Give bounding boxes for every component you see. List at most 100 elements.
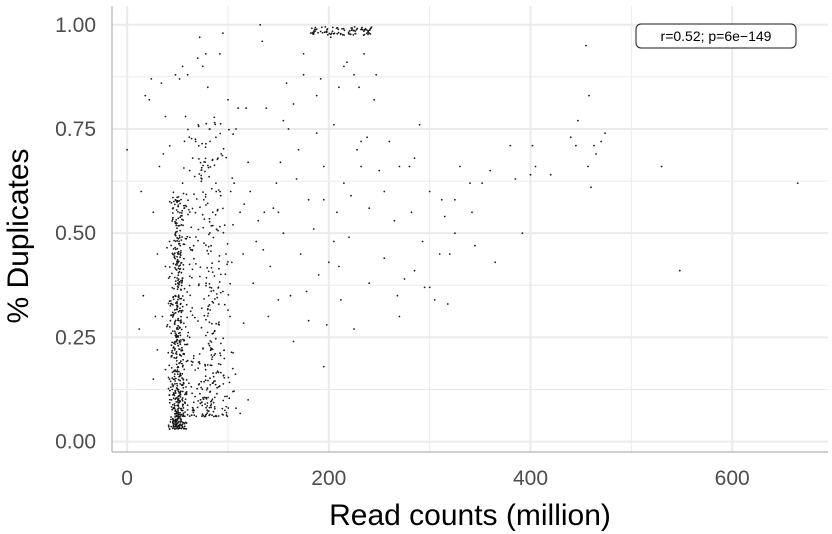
data-point xyxy=(191,276,193,279)
data-point xyxy=(184,393,186,396)
data-point xyxy=(469,182,471,185)
data-point xyxy=(172,427,174,430)
data-point xyxy=(166,246,168,249)
data-point xyxy=(173,276,176,279)
data-point xyxy=(494,261,497,264)
data-point xyxy=(172,397,175,400)
data-point xyxy=(223,357,226,360)
data-point xyxy=(173,378,176,381)
data-point xyxy=(210,266,213,269)
data-point xyxy=(219,190,222,193)
data-point xyxy=(161,315,164,318)
data-point xyxy=(177,324,180,327)
data-point xyxy=(185,393,188,396)
data-point xyxy=(173,239,176,242)
data-point xyxy=(398,165,401,168)
data-point xyxy=(173,403,176,405)
data-point xyxy=(192,357,195,360)
data-point xyxy=(205,389,208,391)
data-points xyxy=(126,23,799,430)
data-point xyxy=(171,403,174,406)
data-point xyxy=(178,370,180,373)
data-point xyxy=(181,349,184,352)
data-point xyxy=(223,224,226,227)
data-point xyxy=(181,397,184,399)
y-tick-labels: 0.00 0.25 0.50 0.75 1.00 xyxy=(55,14,96,454)
data-point xyxy=(325,324,328,326)
data-point xyxy=(186,316,189,319)
data-point xyxy=(188,382,190,385)
data-point xyxy=(201,65,204,68)
data-point xyxy=(172,216,174,219)
data-point xyxy=(275,182,278,185)
data-point xyxy=(171,272,173,275)
data-point xyxy=(186,404,189,406)
data-point xyxy=(170,202,173,204)
data-point xyxy=(172,418,174,421)
data-point xyxy=(184,392,187,394)
data-point xyxy=(210,290,213,293)
data-point xyxy=(210,400,212,403)
data-point xyxy=(198,36,201,39)
data-point xyxy=(200,180,203,183)
data-point xyxy=(353,73,355,76)
correlation-annotation: r=0.52; p=6e−149 xyxy=(635,23,797,49)
data-point xyxy=(218,323,221,326)
data-point xyxy=(325,31,328,34)
data-point xyxy=(173,404,176,407)
data-point xyxy=(167,302,170,305)
data-point xyxy=(171,330,174,332)
data-point xyxy=(170,425,173,428)
data-point xyxy=(305,290,308,293)
data-point xyxy=(213,407,216,410)
data-point xyxy=(192,244,195,247)
data-point xyxy=(177,388,180,391)
data-point xyxy=(169,319,172,322)
data-point xyxy=(196,387,199,390)
data-point xyxy=(269,265,272,268)
data-point xyxy=(182,403,185,406)
data-point xyxy=(235,407,237,410)
data-point xyxy=(320,26,323,29)
data-point xyxy=(249,190,252,193)
data-point xyxy=(200,174,203,177)
data-point xyxy=(174,392,177,394)
data-point xyxy=(213,354,216,357)
data-point xyxy=(184,411,187,413)
data-point xyxy=(192,408,195,411)
data-point xyxy=(360,28,363,30)
data-point xyxy=(179,372,182,375)
data-point xyxy=(203,218,206,221)
data-point xyxy=(182,358,185,361)
data-point xyxy=(352,34,355,36)
data-point xyxy=(211,271,214,273)
data-point xyxy=(212,410,215,413)
data-point xyxy=(354,30,357,32)
data-point xyxy=(209,377,211,380)
data-point xyxy=(171,286,174,289)
data-point xyxy=(189,246,191,249)
data-point xyxy=(175,268,177,271)
data-point xyxy=(179,267,182,270)
data-point xyxy=(204,379,207,382)
data-point xyxy=(215,182,217,185)
data-point xyxy=(172,196,174,199)
data-point xyxy=(174,347,176,350)
data-point xyxy=(220,153,223,155)
data-point xyxy=(227,261,229,263)
data-point xyxy=(214,337,217,340)
data-point xyxy=(225,253,227,255)
data-point xyxy=(174,377,177,380)
data-point xyxy=(289,294,292,297)
data-point xyxy=(222,32,224,34)
data-point xyxy=(202,398,205,401)
data-point xyxy=(333,240,335,243)
data-point xyxy=(213,121,216,124)
data-point xyxy=(208,220,211,223)
data-point xyxy=(398,315,401,318)
data-point xyxy=(182,192,185,195)
data-point xyxy=(207,342,210,345)
data-point xyxy=(203,298,206,300)
data-point xyxy=(179,211,181,214)
